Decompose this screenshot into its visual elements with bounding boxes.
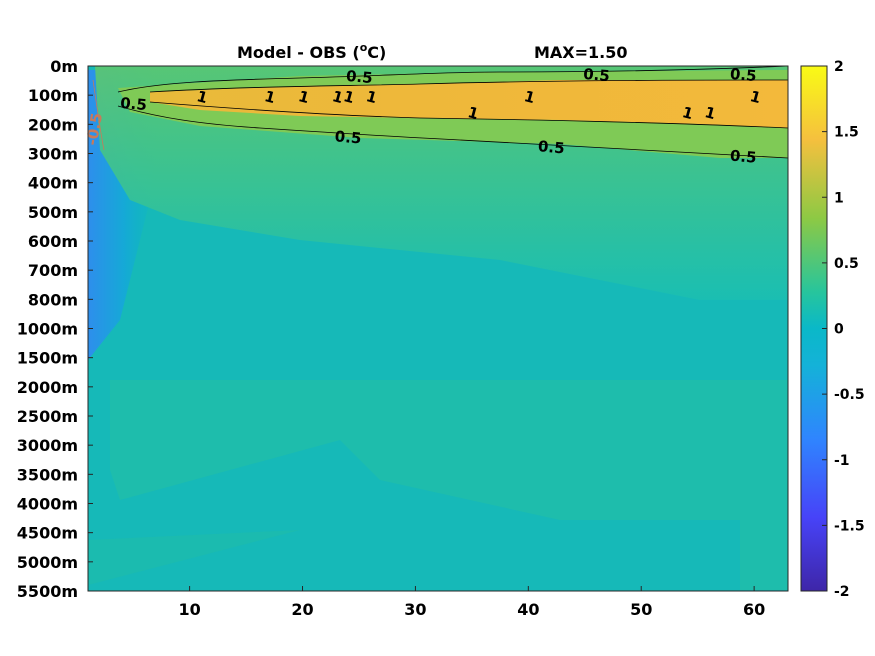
contour-label: 1 — [680, 103, 695, 123]
deep-layer — [110, 380, 788, 590]
x-tick-label: 10 — [178, 600, 200, 619]
y-tick-label: 300m — [28, 145, 78, 164]
y-tick-label: 100m — [28, 86, 78, 105]
contour-0.5-bottom — [117, 105, 788, 159]
y-tick-label: 1000m — [17, 320, 78, 339]
y-tick-label: 0m — [50, 57, 78, 76]
contour-label: 1 — [522, 87, 537, 107]
x-tick-label: 20 — [291, 600, 313, 619]
y-tick-label: 4500m — [17, 524, 78, 543]
y-tick-label: 2000m — [17, 378, 78, 397]
x-tick-label: 40 — [517, 600, 539, 619]
contour-lines — [92, 66, 788, 159]
y-tick-label: 4000m — [17, 495, 78, 514]
y-tick-label: 700m — [28, 261, 78, 280]
contour-labels: 0.5 0.5 0.51 1 1 11 1 1 11 1 10.50.5 0.5 0.5-0.5 — [83, 65, 763, 167]
y-tick-label: 200m — [28, 115, 78, 134]
contour-label: 1 — [466, 103, 481, 123]
contour-1-bottom — [149, 101, 788, 129]
colorbar-tick-label: -1.5 — [834, 518, 865, 534]
contour-label: 0.5 — [729, 65, 757, 85]
y-tick-label: 400m — [28, 174, 78, 193]
colorbar-tick-label: 2 — [834, 59, 844, 75]
contour-neg-0.5 — [92, 79, 105, 151]
y-tick-label: 5000m — [17, 553, 78, 572]
contour-label: 1 — [364, 87, 379, 107]
chart-title: Model - OBS (oC) — [237, 41, 386, 62]
x-axis: 10 20 30 40 50 60 — [178, 586, 765, 619]
y-tick-label: 1500m — [17, 349, 78, 368]
contour-label: 0.5 — [334, 127, 362, 147]
contour-label: 1 — [342, 87, 357, 107]
contour-label: 1 — [703, 103, 718, 123]
colorbar-ticks: 2 1.5 1 0.5 0 -0.5 -1 -1.5 -2 — [822, 59, 865, 600]
y-tick-label: 5500m — [17, 582, 78, 601]
colorbar-tick-label: 1.5 — [834, 125, 859, 141]
x-tick-label: 30 — [404, 600, 426, 619]
colorbar-tick-label: -0.5 — [834, 387, 865, 403]
contour-1-top — [149, 79, 788, 93]
contour-label: 0.5 — [345, 67, 373, 87]
colorbar-tick-label: 1 — [834, 190, 844, 206]
colorbar-tick-label: -1 — [834, 453, 850, 469]
contour-label: 0.5 — [120, 94, 148, 114]
contour-label: 1 — [195, 87, 210, 107]
max-label: MAX=1.50 — [534, 43, 628, 62]
contour-label: -0.5 — [83, 111, 106, 146]
contour-label: 0.5 — [582, 65, 610, 85]
warm-core — [150, 80, 788, 128]
y-tick-label: 800m — [28, 290, 78, 309]
x-tick-label: 50 — [630, 600, 652, 619]
y-tick-label: 500m — [28, 203, 78, 222]
x-tick-label: 60 — [743, 600, 765, 619]
y-tick-label: 600m — [28, 232, 78, 251]
contour-0.5-top — [117, 66, 788, 93]
y-tick-label: 3500m — [17, 465, 78, 484]
heatmap-field — [88, 66, 788, 591]
deep-layer-west — [88, 530, 300, 585]
contour-label: 1 — [296, 87, 311, 107]
colorbar-tick-label: -2 — [834, 584, 850, 600]
y-tick-label: 2500m — [17, 407, 78, 426]
colorbar-tick-label: 0 — [834, 322, 844, 338]
colorbar-tick-label: 0.5 — [834, 256, 859, 272]
y-tick-label: 3000m — [17, 436, 78, 455]
contour-label: 1 — [748, 87, 763, 107]
y-axis: 0m 100m 200m 300m 400m 500m 600m 700m 800m 1000m 1… — [17, 57, 93, 601]
contour-label: 1 — [263, 87, 278, 107]
contour-label: 1 — [330, 87, 345, 107]
contour-label: 0.5 — [537, 137, 565, 157]
contour-label: 0.5 — [729, 147, 757, 167]
